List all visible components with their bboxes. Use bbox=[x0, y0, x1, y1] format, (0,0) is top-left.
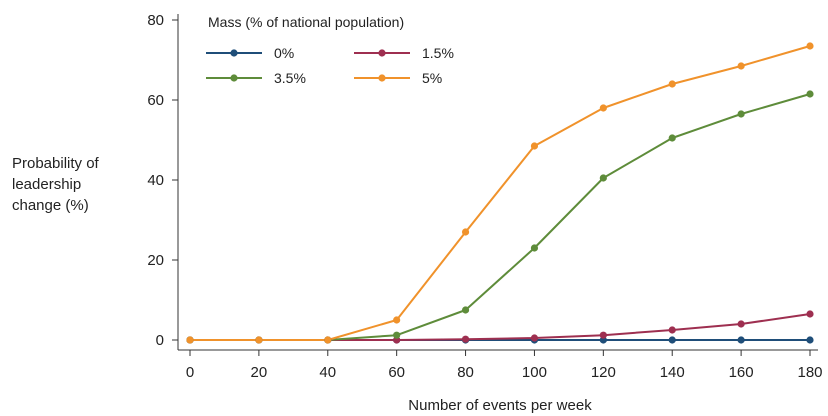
data-point-0pct bbox=[669, 336, 676, 343]
x-tick-label: 160 bbox=[729, 364, 754, 381]
data-point-0pct bbox=[806, 336, 813, 343]
data-point-1-5pct bbox=[600, 332, 607, 339]
data-point-5pct bbox=[462, 228, 469, 235]
data-point-3-5pct bbox=[531, 244, 538, 251]
data-point-0pct bbox=[738, 336, 745, 343]
legend-swatch-marker bbox=[378, 49, 385, 56]
data-point-3-5pct bbox=[393, 332, 400, 339]
data-point-1-5pct bbox=[462, 336, 469, 343]
axes bbox=[178, 14, 818, 350]
series-points bbox=[186, 42, 813, 343]
data-point-1-5pct bbox=[806, 310, 813, 317]
x-tick-label: 40 bbox=[319, 364, 336, 381]
data-point-3-5pct bbox=[462, 306, 469, 313]
y-tick-label: 0 bbox=[156, 332, 164, 349]
data-point-5pct bbox=[186, 336, 193, 343]
y-tick-label: 40 bbox=[147, 172, 164, 189]
legend-swatch-marker bbox=[230, 74, 237, 81]
legend-item-5pct: 5% bbox=[354, 70, 442, 86]
y-axis-title: Probability of leadership change (%) bbox=[12, 155, 103, 214]
series-line-1-5pct bbox=[190, 314, 810, 340]
data-point-3-5pct bbox=[600, 174, 607, 181]
x-tick-label: 60 bbox=[388, 364, 405, 381]
data-point-5pct bbox=[669, 80, 676, 87]
y-axis-title-line-2: leadership bbox=[12, 176, 81, 193]
x-axis-title: Number of events per week bbox=[408, 397, 592, 414]
x-tick-label: 20 bbox=[251, 364, 268, 381]
data-point-3-5pct bbox=[738, 110, 745, 117]
x-tick-label: 180 bbox=[797, 364, 822, 381]
y-tick-label: 60 bbox=[147, 92, 164, 109]
series-lines bbox=[190, 46, 810, 340]
data-point-3-5pct bbox=[669, 134, 676, 141]
data-point-5pct bbox=[324, 336, 331, 343]
x-tick-label: 0 bbox=[186, 364, 194, 381]
series-line-3-5pct bbox=[190, 94, 810, 340]
series-line-5pct bbox=[190, 46, 810, 340]
x-tick-label: 80 bbox=[457, 364, 474, 381]
y-ticks: 0 20 40 60 80 bbox=[147, 12, 178, 349]
legend: Mass (% of national population) 0% 1.5% 3.… bbox=[206, 14, 454, 86]
data-point-5pct bbox=[393, 316, 400, 323]
y-axis-title-line-1: Probability of bbox=[12, 155, 100, 172]
data-point-1-5pct bbox=[531, 334, 538, 341]
y-tick-label: 80 bbox=[147, 12, 164, 29]
y-axis-title-line-3: change (%) bbox=[12, 197, 89, 214]
x-tick-label: 140 bbox=[660, 364, 685, 381]
legend-title: Mass (% of national population) bbox=[208, 14, 404, 30]
data-point-5pct bbox=[806, 42, 813, 49]
legend-item-3-5pct: 3.5% bbox=[206, 70, 306, 86]
data-point-5pct bbox=[738, 62, 745, 69]
x-tick-label: 120 bbox=[591, 364, 616, 381]
x-ticks: 0 20 40 60 80 100 120 140 160 180 bbox=[186, 350, 823, 381]
legend-label: 3.5% bbox=[274, 70, 306, 86]
legend-label: 5% bbox=[422, 70, 442, 86]
data-point-3-5pct bbox=[806, 90, 813, 97]
legend-label: 1.5% bbox=[422, 45, 454, 61]
x-tick-label: 100 bbox=[522, 364, 547, 381]
data-point-5pct bbox=[600, 104, 607, 111]
legend-swatch-marker bbox=[378, 74, 385, 81]
legend-label: 0% bbox=[274, 45, 294, 61]
data-point-5pct bbox=[531, 142, 538, 149]
legend-item-1-5pct: 1.5% bbox=[354, 45, 454, 61]
data-point-1-5pct bbox=[738, 320, 745, 327]
legend-swatch-marker bbox=[230, 49, 237, 56]
legend-items: 0% 1.5% 3.5% 5% bbox=[206, 45, 454, 86]
data-point-1-5pct bbox=[669, 326, 676, 333]
y-tick-label: 20 bbox=[147, 252, 164, 269]
legend-item-0pct: 0% bbox=[206, 45, 294, 61]
data-point-5pct bbox=[255, 336, 262, 343]
